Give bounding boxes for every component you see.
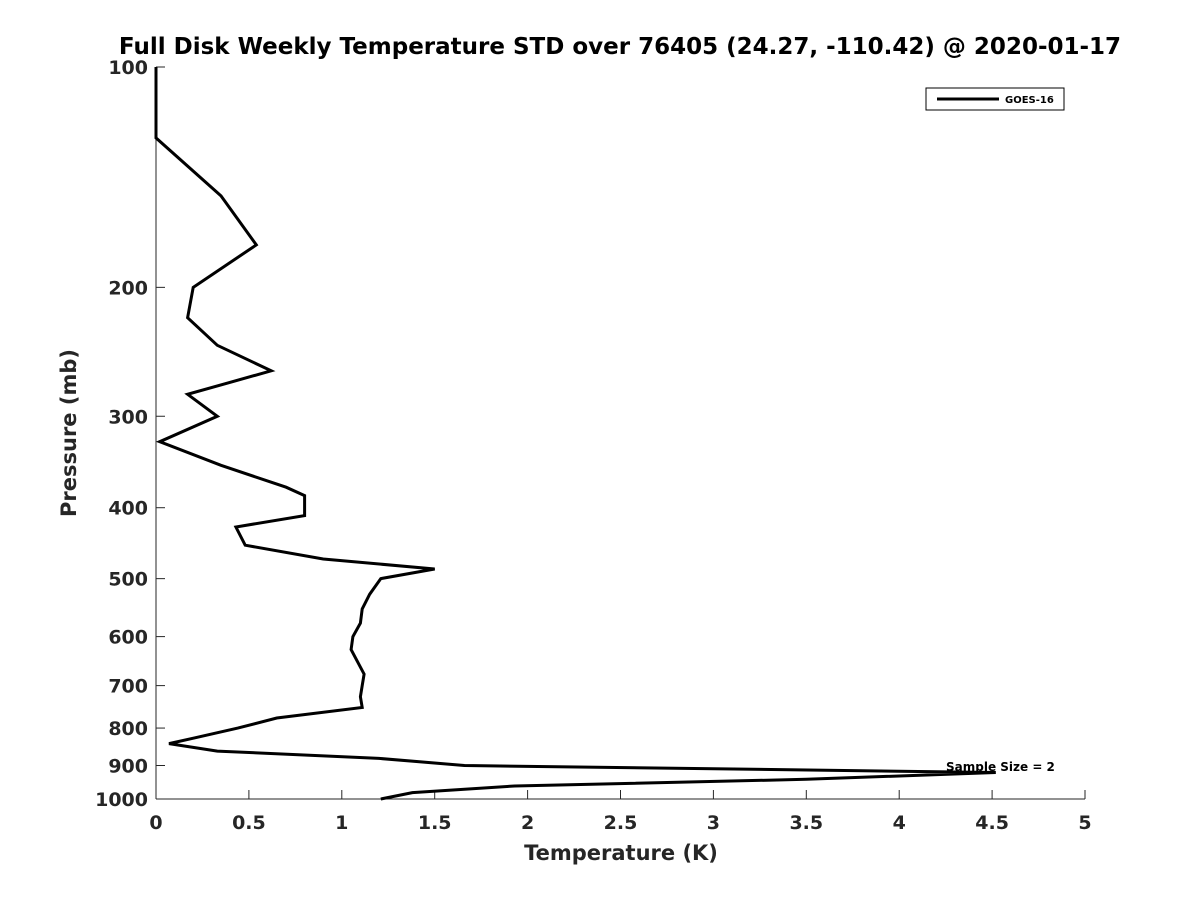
y-tick-label: 600 xyxy=(108,627,148,649)
y-tick-label: 500 xyxy=(108,569,148,591)
legend: GOES-16 xyxy=(925,87,1065,111)
x-tick-label: 4 xyxy=(893,812,906,834)
y-tick-label: 900 xyxy=(108,756,148,778)
x-tick-label: 1.5 xyxy=(418,812,452,834)
y-tick-label: 800 xyxy=(108,718,148,740)
y-tick-label: 200 xyxy=(108,277,148,299)
x-tick-label: 0.5 xyxy=(232,812,266,834)
y-tick-label: 300 xyxy=(108,406,148,428)
legend-entry-label: GOES-16 xyxy=(1005,95,1054,106)
x-tick-label: 3 xyxy=(707,812,720,834)
axes: 0 0.5 1 1.5 2 2.5 3 3.5 4 4.5 5 100 200 300 400 500 600 7… xyxy=(95,57,1092,834)
x-tick-label: 1 xyxy=(335,812,348,834)
x-tick-label: 5 xyxy=(1078,812,1091,834)
x-tick-label: 3.5 xyxy=(789,812,823,834)
y-tick-label: 400 xyxy=(108,498,148,520)
chart-title: Full Disk Weekly Temperature STD over 76… xyxy=(119,34,1121,60)
y-tick-label: 1000 xyxy=(95,789,148,811)
x-tick-label: 0 xyxy=(149,812,162,834)
series-layer xyxy=(154,67,996,801)
y-axis-label: Pressure (mb) xyxy=(57,349,81,517)
x-tick-label: 2 xyxy=(521,812,534,834)
x-axis-label: Temperature (K) xyxy=(524,841,718,865)
y-tick-label: 700 xyxy=(108,676,148,698)
series-line-goes-16 xyxy=(154,67,996,801)
sample-size-annotation: Sample Size = 2 xyxy=(946,760,1055,774)
x-tick-label: 2.5 xyxy=(604,812,638,834)
x-tick-label: 4.5 xyxy=(975,812,1009,834)
y-tick-label: 100 xyxy=(108,57,148,79)
